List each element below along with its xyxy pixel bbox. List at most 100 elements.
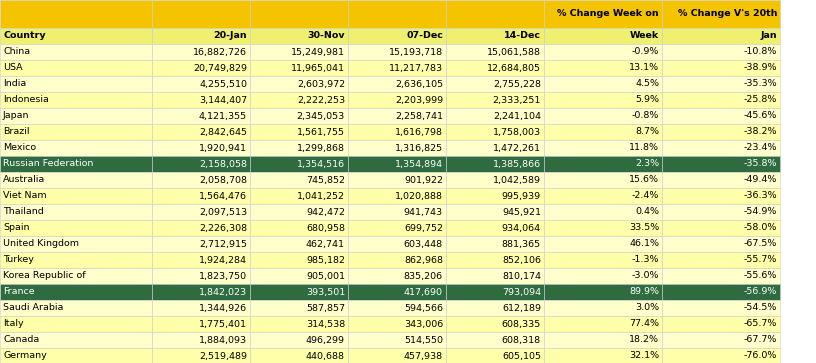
Text: 2,712,915: 2,712,915 [199, 240, 247, 249]
Bar [152, 172, 250, 188]
Bar [662, 76, 780, 92]
Bar [250, 188, 348, 204]
Bar [662, 188, 780, 204]
Text: 89.9%: 89.9% [629, 287, 659, 297]
Bar [544, 284, 662, 300]
Text: Australia: Australia [3, 175, 45, 184]
Text: 1,758,003: 1,758,003 [493, 127, 541, 136]
Bar [348, 332, 446, 348]
Text: 881,365: 881,365 [502, 240, 541, 249]
Bar [662, 0, 780, 28]
Bar [348, 92, 446, 108]
Text: -38.2%: -38.2% [743, 127, 777, 136]
Bar [0, 316, 152, 332]
Bar [152, 124, 250, 140]
Bar [662, 140, 780, 156]
Text: USA: USA [3, 64, 23, 73]
Bar [446, 284, 544, 300]
Text: Spain: Spain [3, 224, 29, 232]
Bar [662, 236, 780, 252]
Bar [250, 44, 348, 60]
Bar [662, 108, 780, 124]
Bar [0, 108, 152, 124]
Text: 1,020,888: 1,020,888 [395, 192, 443, 200]
Bar [662, 284, 780, 300]
Bar [250, 348, 348, 363]
Text: 32.1%: 32.1% [629, 351, 659, 360]
Text: Thailand: Thailand [3, 208, 44, 216]
Bar [250, 268, 348, 284]
Bar [0, 60, 152, 76]
Text: 1,823,750: 1,823,750 [199, 272, 247, 281]
Text: 2,519,489: 2,519,489 [199, 351, 247, 360]
Text: 46.1%: 46.1% [629, 240, 659, 249]
Bar [544, 172, 662, 188]
Bar [250, 284, 348, 300]
Bar [446, 28, 544, 44]
Bar [446, 44, 544, 60]
Text: 440,688: 440,688 [306, 351, 345, 360]
Text: 1,472,261: 1,472,261 [493, 143, 541, 152]
Bar [348, 252, 446, 268]
Text: 417,690: 417,690 [404, 287, 443, 297]
Bar [348, 172, 446, 188]
Text: 393,501: 393,501 [306, 287, 345, 297]
Text: Saudi Arabia: Saudi Arabia [3, 303, 64, 313]
Text: -65.7%: -65.7% [743, 319, 777, 329]
Text: 587,857: 587,857 [306, 303, 345, 313]
Bar [348, 300, 446, 316]
Bar [446, 76, 544, 92]
Bar [446, 108, 544, 124]
Bar [544, 140, 662, 156]
Text: France: France [3, 287, 34, 297]
Bar [446, 236, 544, 252]
Text: 810,174: 810,174 [502, 272, 541, 281]
Bar [152, 44, 250, 60]
Text: 934,064: 934,064 [502, 224, 541, 232]
Text: 11,965,041: 11,965,041 [291, 64, 345, 73]
Bar [662, 252, 780, 268]
Text: Korea Republic of: Korea Republic of [3, 272, 86, 281]
Text: -25.8%: -25.8% [743, 95, 777, 105]
Bar [0, 284, 152, 300]
Bar [250, 236, 348, 252]
Bar [250, 332, 348, 348]
Bar [544, 268, 662, 284]
Text: 985,182: 985,182 [306, 256, 345, 265]
Bar [446, 188, 544, 204]
Bar [348, 236, 446, 252]
Text: -54.5%: -54.5% [743, 303, 777, 313]
Text: 514,550: 514,550 [404, 335, 443, 344]
Bar [544, 316, 662, 332]
Text: 1,385,866: 1,385,866 [493, 159, 541, 168]
Text: 1,884,093: 1,884,093 [199, 335, 247, 344]
Text: Country: Country [3, 32, 46, 41]
Bar [446, 268, 544, 284]
Bar [250, 316, 348, 332]
Bar [152, 236, 250, 252]
Text: 680,958: 680,958 [306, 224, 345, 232]
Text: 14-Dec: 14-Dec [504, 32, 541, 41]
Bar [152, 348, 250, 363]
Text: 8.7%: 8.7% [635, 127, 659, 136]
Bar [348, 60, 446, 76]
Bar [152, 220, 250, 236]
Text: -0.8%: -0.8% [632, 111, 659, 121]
Text: 16,882,726: 16,882,726 [193, 48, 247, 57]
Bar [348, 44, 446, 60]
Text: 3.0%: 3.0% [635, 303, 659, 313]
Bar [152, 316, 250, 332]
Text: 13.1%: 13.1% [629, 64, 659, 73]
Text: Canada: Canada [3, 335, 39, 344]
Bar [0, 268, 152, 284]
Text: 1,920,941: 1,920,941 [199, 143, 247, 152]
Text: 793,094: 793,094 [502, 287, 541, 297]
Bar [0, 28, 152, 44]
Bar [250, 124, 348, 140]
Text: 2,058,708: 2,058,708 [199, 175, 247, 184]
Text: 15.6%: 15.6% [629, 175, 659, 184]
Bar [446, 300, 544, 316]
Bar [0, 172, 152, 188]
Bar [446, 172, 544, 188]
Text: 18.2%: 18.2% [629, 335, 659, 344]
